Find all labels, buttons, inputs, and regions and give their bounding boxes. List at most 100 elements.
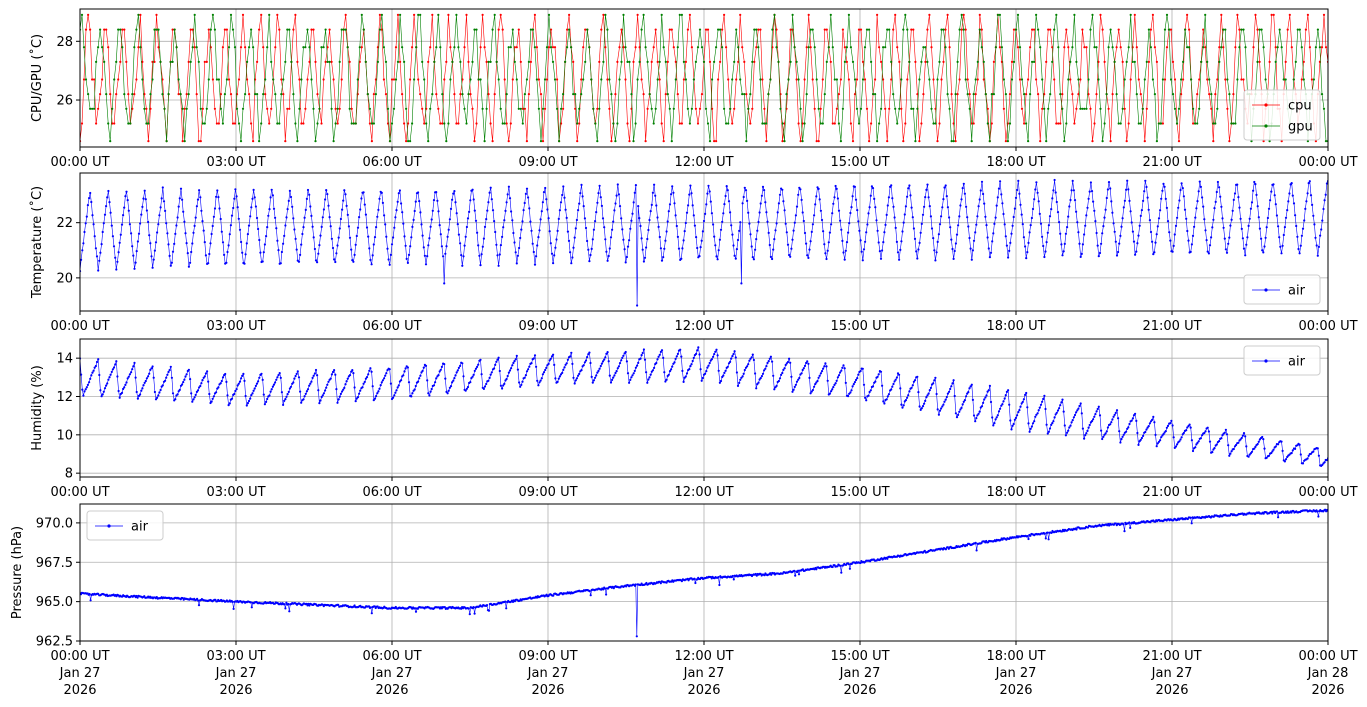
data-point (1011, 224, 1014, 227)
data-point (879, 370, 883, 373)
data-point (122, 387, 125, 391)
data-point (920, 122, 923, 125)
data-point (227, 46, 231, 49)
legend-marker (1264, 103, 1268, 107)
data-point (1320, 93, 1324, 96)
data-point (690, 363, 693, 366)
data-point (750, 356, 753, 359)
data-point (1298, 28, 1301, 31)
data-point (427, 244, 430, 247)
data-point (638, 46, 641, 49)
data-point (961, 187, 964, 190)
data-point (99, 251, 102, 254)
data-point (1143, 140, 1146, 143)
data-point (681, 369, 684, 372)
data-point (826, 379, 829, 382)
data-point (979, 189, 982, 192)
data-point (1016, 46, 1020, 49)
data-point (833, 196, 836, 199)
data-point (364, 213, 367, 216)
data-point (536, 379, 539, 382)
data-point (1083, 233, 1086, 236)
x-tick-label: 12:00 UT (674, 319, 733, 334)
data-point (1061, 254, 1064, 257)
data-point (287, 390, 290, 393)
data-point (418, 377, 421, 380)
data-point (302, 398, 305, 401)
data-point (227, 244, 230, 247)
data-point (664, 93, 667, 96)
data-point (403, 370, 406, 373)
data-point (653, 183, 656, 186)
data-point (489, 122, 492, 125)
data-point (665, 230, 668, 233)
data-point (181, 140, 184, 143)
data-point (763, 122, 766, 125)
data-point (1261, 249, 1264, 252)
data-point (671, 365, 674, 368)
data-point (993, 422, 996, 425)
data-point (371, 385, 374, 388)
data-point (239, 140, 243, 143)
data-point (1283, 460, 1286, 463)
data-point (306, 388, 310, 391)
data-point (1166, 424, 1170, 427)
data-point (629, 227, 632, 230)
data-point (107, 46, 110, 49)
data-point (131, 368, 134, 371)
data-point (1034, 415, 1037, 418)
data-point (260, 13, 263, 16)
data-point (117, 389, 120, 393)
data-point (495, 360, 498, 363)
data-point (553, 78, 557, 81)
data-point (966, 78, 969, 81)
data-point (290, 60, 293, 64)
data-point (604, 356, 607, 359)
data-point (487, 60, 490, 64)
data-point (668, 28, 671, 31)
data-point (815, 78, 818, 81)
data-point (167, 370, 170, 374)
data-point (786, 360, 790, 364)
data-point (1075, 60, 1078, 64)
x-tick-label: 2026 (843, 683, 876, 698)
data-point (732, 244, 735, 247)
data-point (938, 60, 941, 64)
data-point (962, 400, 965, 403)
data-point (541, 107, 545, 110)
data-point (646, 107, 649, 110)
data-point (1097, 255, 1100, 258)
data-point (310, 380, 313, 383)
data-point (375, 226, 378, 229)
data-point (274, 381, 277, 384)
data-point (380, 13, 383, 16)
data-point (1227, 242, 1230, 245)
data-point (1180, 78, 1183, 81)
data-point (712, 223, 715, 226)
data-point (1035, 181, 1038, 184)
data-point (877, 241, 880, 244)
data-point (694, 581, 697, 585)
data-point (91, 214, 94, 217)
data-point (531, 242, 534, 245)
data-point (614, 371, 617, 375)
data-point (137, 13, 140, 16)
data-point (818, 374, 821, 377)
data-point (241, 107, 245, 110)
data-point (972, 239, 976, 242)
data-point (938, 223, 942, 226)
data-point (748, 359, 751, 362)
data-point (685, 211, 689, 214)
data-point (449, 385, 453, 388)
data-point (502, 384, 505, 387)
data-point (972, 414, 976, 417)
data-point (245, 404, 248, 407)
x-tick-label: 2026 (63, 683, 96, 698)
x-tick-label: 12:00 UT (674, 155, 733, 170)
data-point (869, 194, 872, 197)
data-point (741, 202, 744, 205)
data-point (1050, 208, 1053, 211)
y-axis-label: Humidity (%) (30, 365, 45, 451)
data-point (1253, 180, 1256, 184)
data-point (1152, 415, 1155, 418)
